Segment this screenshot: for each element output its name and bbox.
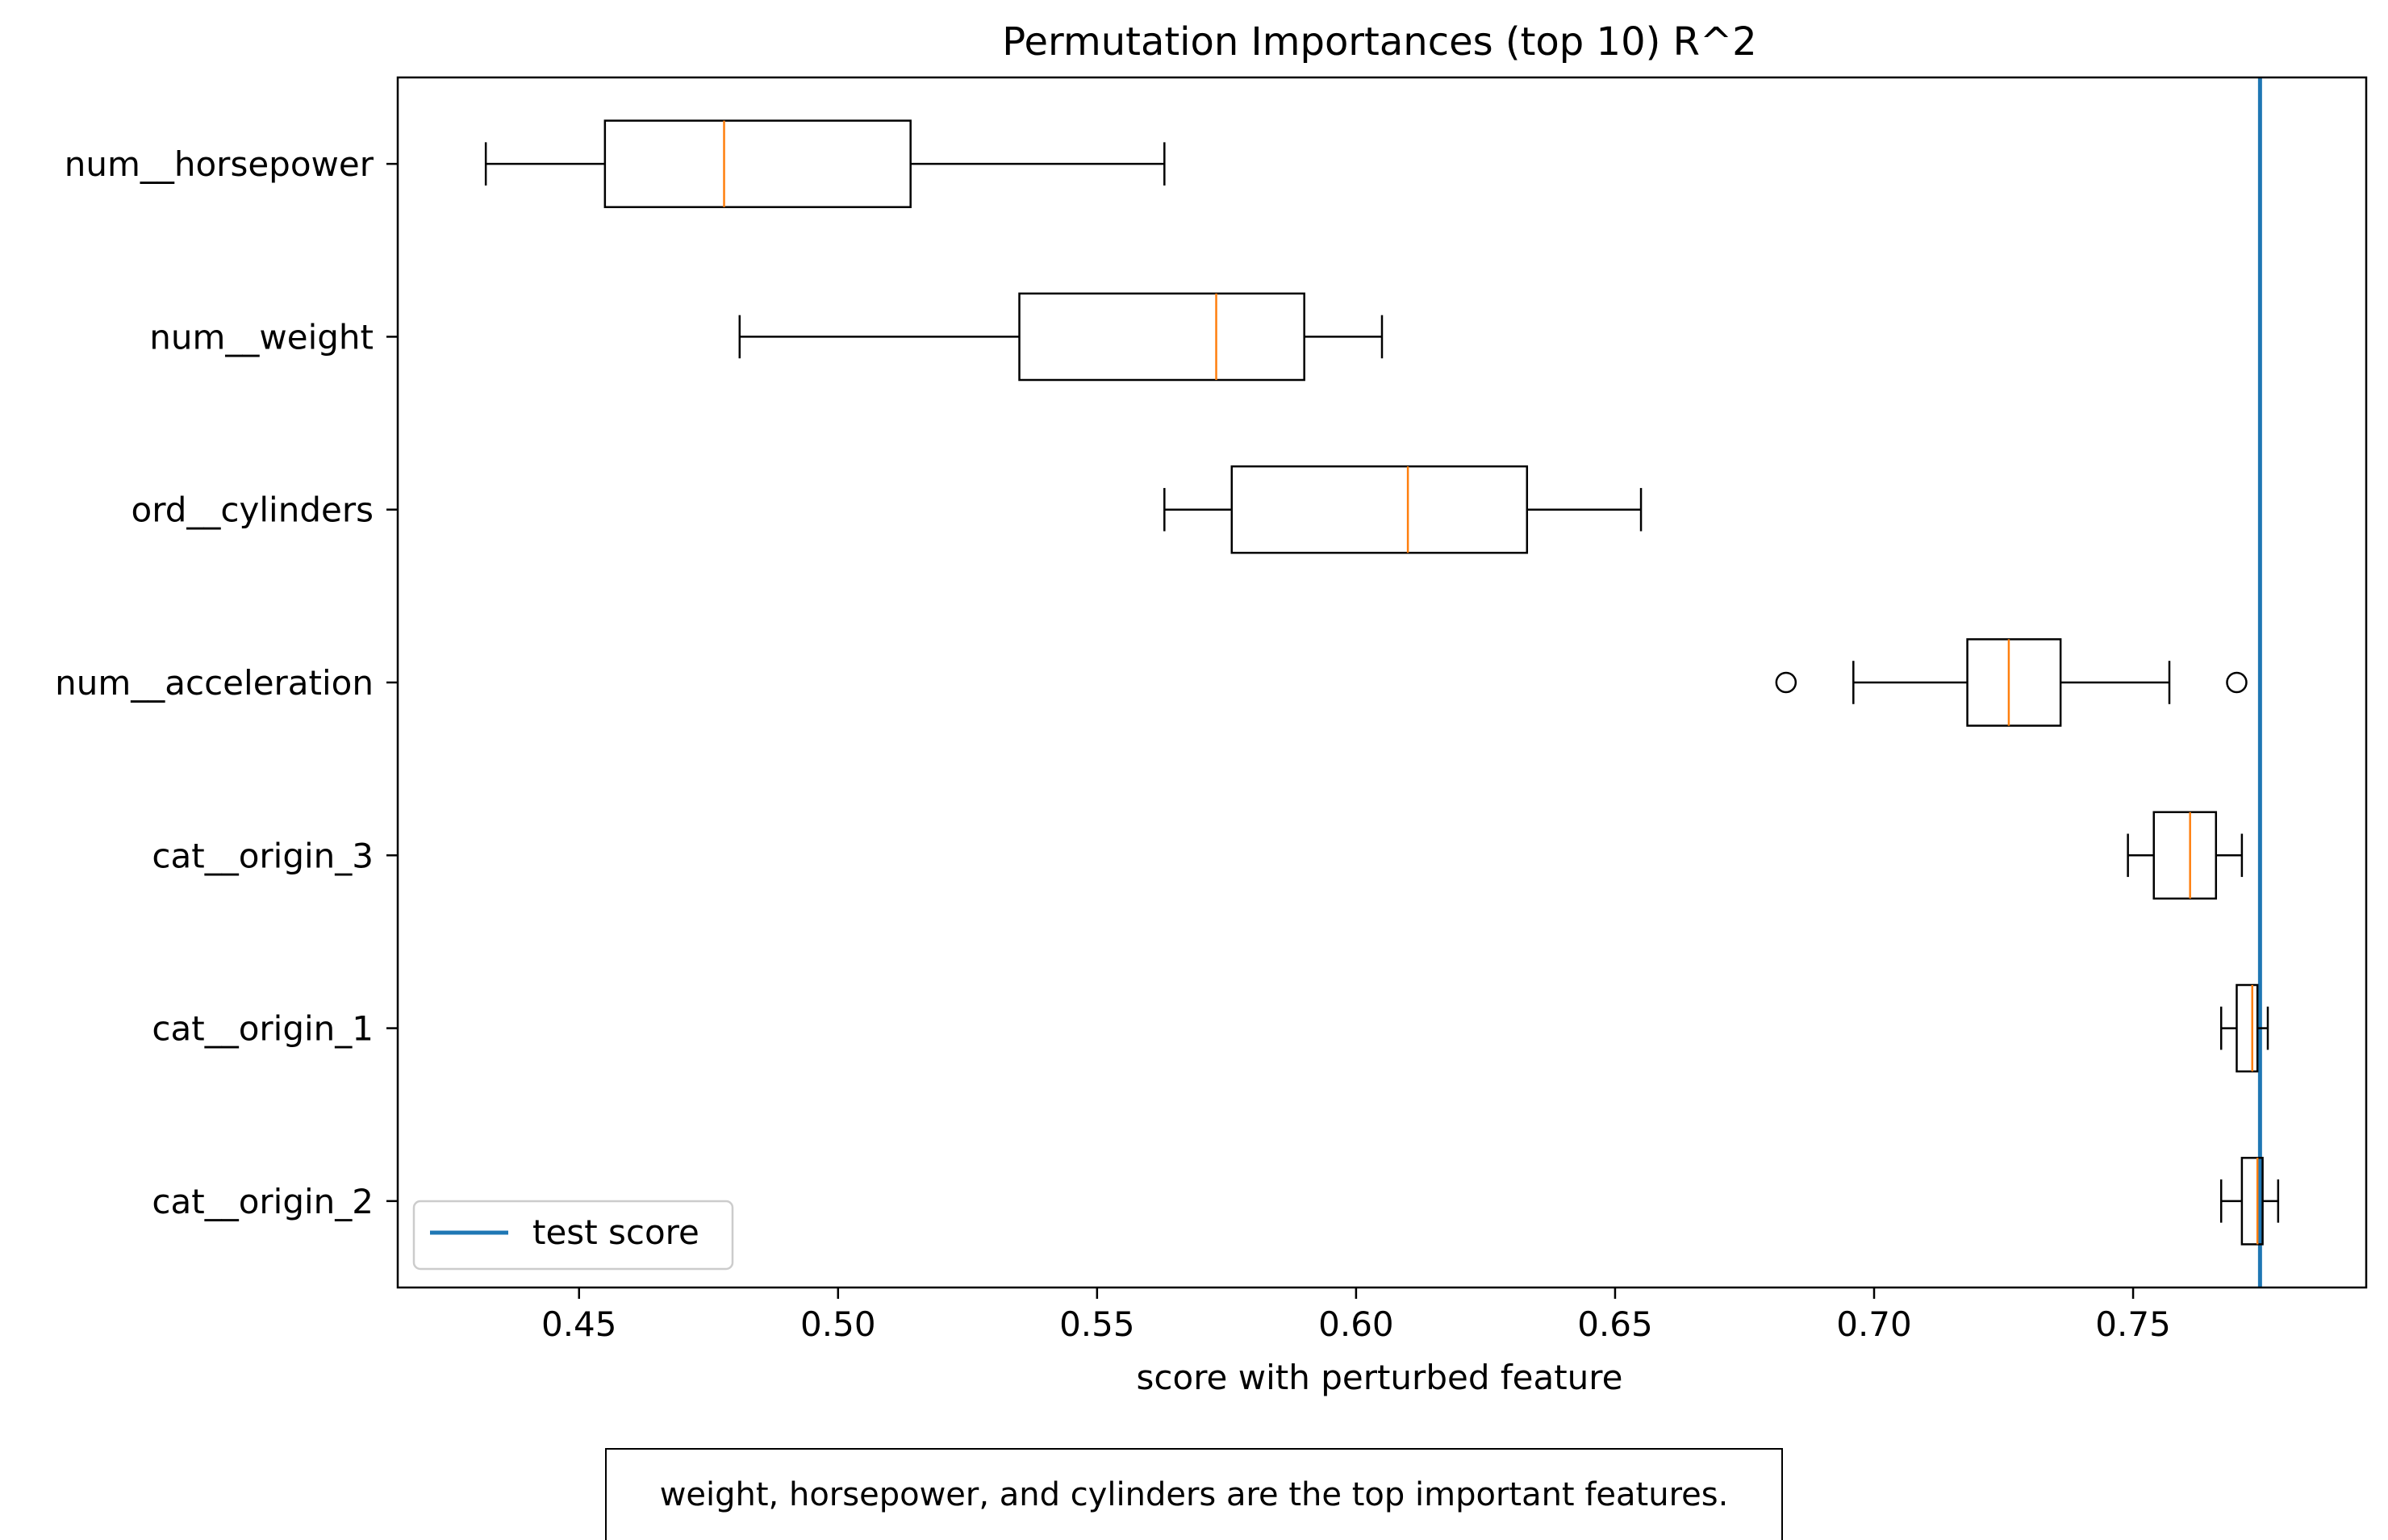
box-iqr bbox=[2240, 1157, 2264, 1246]
chart-title: Permutation Importances (top 10) R^2 bbox=[1002, 19, 1756, 65]
y-axis: num__horsepower num__weight ord__cylinders… bbox=[55, 144, 398, 1221]
box-num__horsepower bbox=[484, 119, 1166, 208]
box-iqr bbox=[1018, 292, 1305, 382]
box-iqr bbox=[603, 119, 912, 208]
x-tick-label: 0.50 bbox=[800, 1304, 876, 1344]
outlier-point bbox=[2226, 671, 2248, 694]
x-tick-label: 0.70 bbox=[1836, 1304, 1912, 1344]
caption-box: weight, horsepower, and cylinders are th… bbox=[605, 1448, 1783, 1540]
box-iqr bbox=[1230, 465, 1529, 554]
box-iqr bbox=[1966, 638, 2062, 727]
outlier-point bbox=[1775, 671, 1797, 694]
y-tick-label: ord__cylinders bbox=[132, 490, 374, 530]
x-tick-label: 0.65 bbox=[1577, 1304, 1653, 1344]
box-iqr bbox=[2152, 811, 2218, 900]
caption-text: weight, horsepower, and cylinders are th… bbox=[659, 1476, 1729, 1513]
y-tick-label: num__weight bbox=[149, 317, 374, 357]
y-tick-label: cat__origin_3 bbox=[152, 836, 374, 875]
box-cat__origin_2 bbox=[2219, 1157, 2280, 1246]
box-num__acceleration bbox=[1775, 638, 2248, 727]
y-tick-label: cat__origin_2 bbox=[152, 1182, 374, 1221]
legend: test score bbox=[412, 1200, 734, 1271]
x-tick-label: 0.75 bbox=[2095, 1304, 2171, 1344]
y-tick-label: num__horsepower bbox=[65, 144, 374, 184]
boxes-layer bbox=[484, 119, 2280, 1246]
legend-frame bbox=[412, 1200, 734, 1271]
box-ord__cylinders bbox=[1163, 465, 1643, 554]
box-iqr bbox=[2236, 983, 2259, 1073]
x-tick-label: 0.60 bbox=[1318, 1304, 1394, 1344]
x-tick-label: 0.55 bbox=[1059, 1304, 1135, 1344]
box-cat__origin_3 bbox=[2127, 811, 2244, 900]
y-tick-label: num__acceleration bbox=[55, 663, 374, 703]
y-tick-label: cat__origin_1 bbox=[152, 1009, 374, 1049]
x-tick-label: 0.45 bbox=[541, 1304, 617, 1344]
box-num__weight bbox=[738, 292, 1384, 382]
legend-label-test-score: test score bbox=[532, 1212, 699, 1252]
x-axis-label: score with perturbed feature bbox=[1137, 1358, 1623, 1397]
x-axis: 0.45 0.50 0.55 0.60 0.65 0.70 0.75 bbox=[541, 1288, 2171, 1344]
box-cat__origin_1 bbox=[2219, 983, 2269, 1073]
